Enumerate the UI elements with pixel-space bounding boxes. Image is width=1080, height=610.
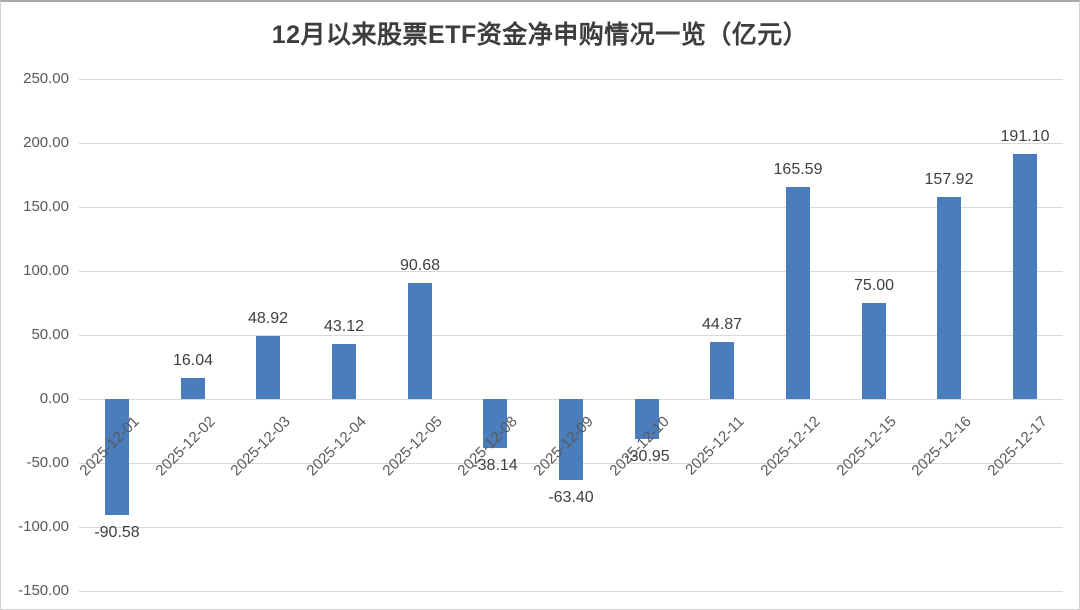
x-axis-date-label: 2025-12-17 — [984, 413, 1052, 480]
x-axis-date-label: 2025-12-02 — [152, 413, 220, 480]
y-axis-tick-label: -50.00 — [26, 454, 69, 471]
bar-value-label: -30.95 — [624, 448, 670, 465]
bar-value-label: 43.12 — [323, 318, 365, 335]
bar-value-label: 90.68 — [399, 257, 441, 274]
x-axis-date-label: 2025-12-11 — [682, 413, 749, 479]
y-axis-tick-label: 150.00 — [23, 198, 69, 215]
gridline — [79, 335, 1063, 336]
y-axis-tick-label: -100.00 — [18, 518, 69, 535]
bar-2025-12-02 — [181, 378, 205, 399]
x-axis-date-label: 2025-12-04 — [303, 413, 371, 480]
gridline — [79, 143, 1063, 144]
bar-2025-12-04 — [332, 344, 356, 399]
bar-value-label: 157.92 — [924, 171, 974, 188]
bar-2025-12-03 — [256, 336, 280, 399]
x-axis-date-label: 2025-12-15 — [833, 413, 901, 480]
bar-value-label: 165.59 — [773, 161, 823, 178]
bar-2025-12-09 — [559, 399, 583, 480]
bar-2025-12-01 — [105, 399, 129, 515]
x-axis-date-label: 2025-12-16 — [908, 413, 976, 480]
y-axis-tick-label: 0.00 — [39, 390, 69, 407]
bar-2025-12-05 — [408, 283, 432, 399]
x-axis-date-label: 2025-12-05 — [379, 413, 447, 480]
y-axis-tick-label: -150.00 — [18, 582, 69, 599]
x-axis-date-label: 2025-12-03 — [227, 413, 295, 480]
gridline — [79, 207, 1063, 208]
bar-value-label: -63.40 — [548, 489, 594, 506]
gridline — [79, 527, 1063, 528]
bar-2025-12-16 — [937, 197, 961, 399]
bar-2025-12-08 — [483, 399, 507, 448]
bar-value-label: -38.14 — [472, 457, 518, 474]
bar-value-label: 48.92 — [247, 310, 289, 327]
y-axis-tick-label: 200.00 — [23, 134, 69, 151]
gridline — [79, 591, 1063, 592]
x-axis-date-label: 2025-12-12 — [757, 413, 825, 480]
bar-2025-12-17 — [1013, 154, 1037, 399]
bar-2025-12-15 — [862, 303, 886, 399]
gridline — [79, 79, 1063, 80]
bar-2025-12-10 — [635, 399, 659, 439]
bar-value-label: 16.04 — [172, 352, 214, 369]
bar-value-label: 75.00 — [853, 277, 895, 294]
y-axis-tick-label: 250.00 — [23, 70, 69, 87]
chart-title: 12月以来股票ETF资金净申购情况一览（亿元） — [271, 21, 809, 49]
bar-value-label: 191.10 — [1000, 128, 1050, 145]
bar-value-label: -90.58 — [94, 524, 140, 541]
bar-value-label: 44.87 — [701, 316, 743, 333]
bar-2025-12-12 — [786, 187, 810, 399]
bar-2025-12-11 — [710, 342, 734, 399]
y-axis-tick-label: 100.00 — [23, 262, 69, 279]
y-axis-tick-label: 50.00 — [31, 326, 69, 343]
gridline — [79, 271, 1063, 272]
